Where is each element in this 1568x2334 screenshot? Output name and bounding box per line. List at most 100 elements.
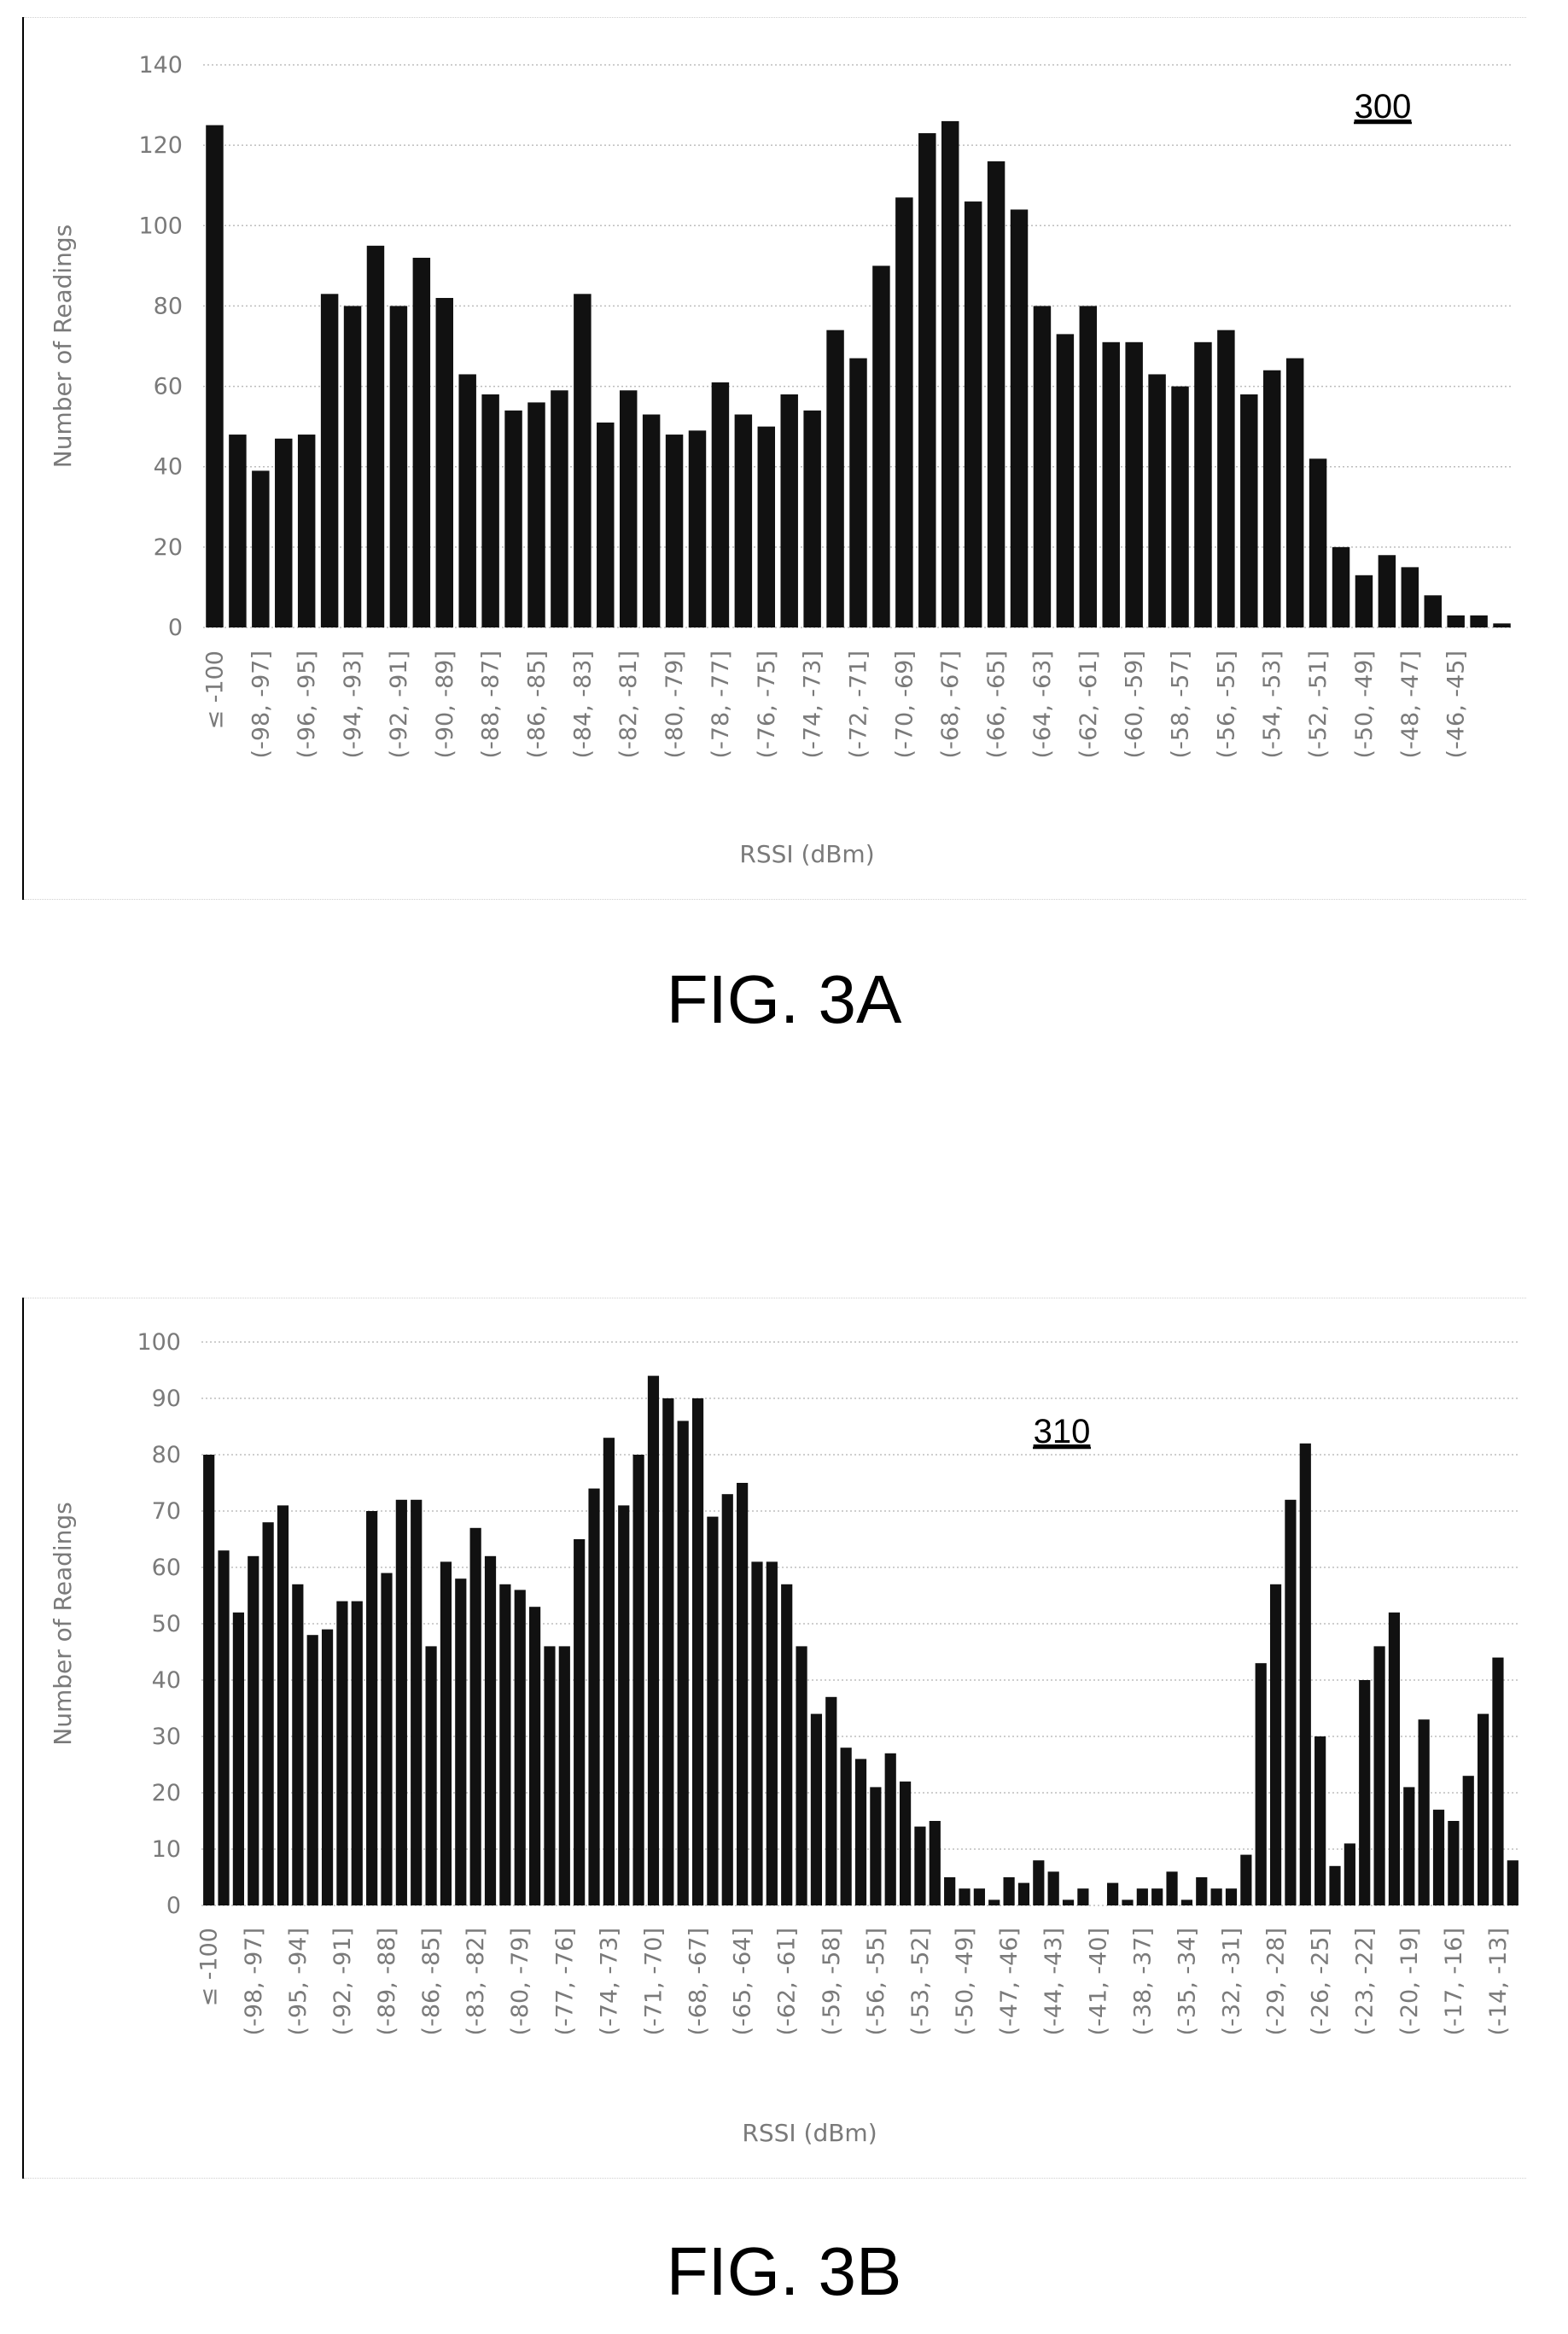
bar — [229, 435, 247, 627]
bar — [292, 1584, 304, 1905]
bar — [1418, 1719, 1430, 1905]
x-tick-label: (-14, -13] — [1485, 1928, 1512, 2035]
bar — [618, 1505, 630, 1905]
x-tick-label: (-62, -61] — [1075, 651, 1102, 758]
bar — [1255, 1663, 1267, 1905]
bar — [766, 1561, 778, 1905]
bar — [381, 1573, 393, 1905]
bar — [1240, 394, 1258, 627]
bar — [918, 133, 936, 627]
y-tick-label: 80 — [152, 1442, 181, 1468]
y-tick-label: 0 — [166, 1893, 181, 1919]
x-tick-label: (-54, -53] — [1259, 651, 1285, 758]
y-tick-label: 50 — [152, 1611, 181, 1637]
bar — [1240, 1854, 1252, 1905]
x-tick-label: (-53, -52] — [907, 1928, 934, 2035]
bar — [840, 1748, 852, 1905]
x-tick-label: (-88, -87] — [478, 651, 504, 758]
bar — [1332, 546, 1350, 627]
bar — [1017, 1882, 1030, 1905]
bar — [203, 1455, 215, 1905]
bar — [619, 390, 638, 627]
bar — [1309, 458, 1327, 627]
x-tick-label: (-64, -63] — [1029, 651, 1056, 758]
x-tick-label: (-95, -94] — [285, 1928, 312, 2035]
bar — [458, 374, 476, 627]
bar — [987, 160, 1006, 627]
bar — [425, 1646, 437, 1905]
x-tick-label: (-41, -40] — [1085, 1928, 1111, 2035]
bar — [1462, 1776, 1474, 1905]
bar — [574, 1539, 586, 1905]
bar — [757, 426, 776, 627]
bar — [412, 257, 431, 627]
bar — [1166, 1871, 1178, 1905]
bar — [597, 422, 615, 627]
bar — [1033, 306, 1052, 627]
bar — [1470, 615, 1488, 627]
bar — [988, 1899, 1000, 1905]
reference-numeral: 300 — [1355, 88, 1412, 125]
x-tick-label: (-52, -51] — [1305, 651, 1332, 758]
bar — [665, 435, 684, 627]
bar — [484, 1555, 497, 1905]
x-tick-label: (-60, -59] — [1122, 651, 1148, 758]
x-tick-label: (-20, -19] — [1396, 1928, 1423, 2035]
bar — [351, 1601, 363, 1905]
x-tick-label: (-98, -97] — [248, 651, 274, 758]
bar — [1269, 1584, 1282, 1905]
bar — [1180, 1899, 1193, 1905]
x-tick-label: (-80, -79] — [662, 651, 688, 758]
bar — [1136, 1888, 1148, 1905]
x-tick-label: (-38, -37] — [1129, 1928, 1156, 2035]
chart-frame-fig-3b: 0 10 20 30 40 50 60 70 80 90 100 ≤ -100 (-98, -97] (-… — [22, 1298, 1526, 2179]
y-tick-label: 140 — [138, 52, 183, 79]
x-tick-label: (-86, -85] — [418, 1928, 445, 2035]
bar — [1010, 209, 1029, 627]
x-tick-label: (-72, -71] — [846, 651, 872, 758]
x-tick-label: (-48, -47] — [1397, 651, 1424, 758]
bar — [1359, 1680, 1371, 1905]
bar — [588, 1488, 600, 1905]
bar — [218, 1550, 230, 1905]
x-tick-label: (-82, -81] — [615, 651, 642, 758]
y-tick-label: 40 — [154, 454, 183, 481]
x-tick-label: ≤ -100 — [196, 1928, 223, 2006]
x-tick-label: (-80, -79] — [507, 1928, 533, 2035]
y-axis: 0 10 20 30 40 50 60 70 80 90 100 — [137, 1329, 181, 1919]
y-tick-label: 70 — [152, 1498, 181, 1525]
x-tick-label: (-50, -49] — [952, 1928, 978, 2035]
y-tick-label: 60 — [154, 374, 183, 400]
x-tick-label: (-68, -67] — [685, 1928, 712, 2035]
bar — [1314, 1736, 1326, 1905]
bar — [252, 470, 270, 627]
x-tick-label: (-94, -93] — [340, 651, 366, 758]
bar — [632, 1455, 644, 1905]
x-tick-label: (-23, -22] — [1352, 1928, 1379, 2035]
bar — [691, 1398, 704, 1905]
bar — [206, 125, 224, 627]
bar — [929, 1821, 941, 1905]
bar — [1299, 1443, 1311, 1905]
bar — [1225, 1888, 1238, 1905]
bar — [1492, 1657, 1504, 1905]
bar — [528, 402, 545, 627]
x-tick-label: (-83, -82] — [463, 1928, 489, 2035]
x-tick-label: (-35, -34] — [1174, 1928, 1200, 2035]
bar — [1196, 1877, 1208, 1905]
x-tick-label: (-89, -88] — [374, 1928, 400, 2035]
bar — [366, 245, 385, 627]
bar — [662, 1398, 674, 1905]
x-tick-label: (-50, -49] — [1351, 651, 1378, 758]
x-axis: ≤ -100 (-98, -97] (-96, -95] (-94, -93] (-92… — [201, 651, 1469, 758]
y-axis-title: Number of Readings — [49, 1502, 77, 1746]
bar — [1102, 341, 1120, 627]
bar — [734, 414, 753, 627]
bar — [558, 1646, 570, 1905]
bar — [1432, 1809, 1445, 1905]
x-tick-label: (-56, -55] — [1213, 651, 1239, 758]
bar — [751, 1561, 763, 1905]
bar — [1210, 1888, 1222, 1905]
bar — [366, 1511, 378, 1905]
bar — [895, 197, 913, 628]
